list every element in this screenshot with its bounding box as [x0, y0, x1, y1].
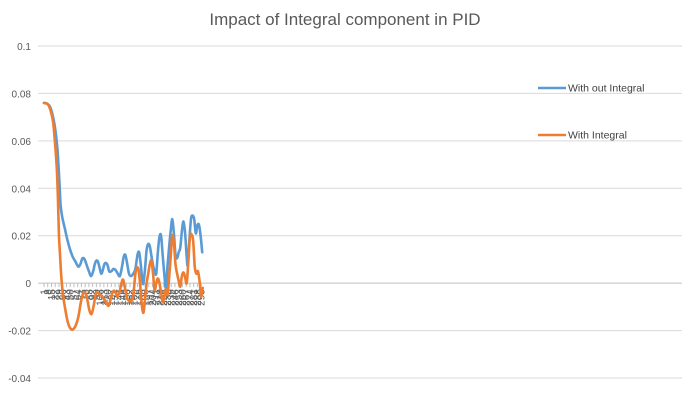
x-tick-label: 92	[88, 289, 99, 301]
x-tick-label: 162	[126, 289, 137, 306]
x-tick-label: 106	[96, 289, 107, 306]
y-tick-label: 0.02	[12, 232, 32, 243]
y-tick-label: 0.1	[17, 42, 31, 53]
y-tick-label: -0.04	[8, 374, 31, 385]
x-tick-label: 281	[189, 289, 200, 306]
x-tick-label: 169	[129, 289, 140, 306]
x-tick-label: 197	[144, 289, 155, 306]
chart-title: Impact of Integral component in PID	[209, 10, 480, 29]
y-tick-label: -0.02	[8, 327, 31, 338]
x-tick-label: 57	[69, 289, 80, 301]
y-axis-ticks: 0.1 0.08 0.06 0.04 0.02 0 -0.02 -0.04	[8, 42, 31, 385]
x-tick-label: 113	[99, 289, 110, 305]
x-tick-label: 50	[66, 289, 77, 301]
x-tick-label: 239	[167, 289, 178, 306]
x-tick-label: 134	[111, 289, 122, 306]
x-tick-label: 176	[133, 289, 144, 306]
legend: With out Integral With Integral	[538, 83, 644, 142]
y-tick-label: 0.06	[12, 137, 32, 148]
series-line-without-integral	[42, 101, 204, 290]
y-tick-label: 0	[25, 279, 31, 290]
x-tick-label: 267	[182, 289, 193, 306]
x-tick-label: 232	[163, 289, 174, 306]
x-tick-label: 246	[170, 289, 181, 306]
legend-label: With Integral	[568, 130, 627, 142]
x-tick-label: 99	[92, 289, 103, 301]
x-tick-label: 148	[118, 289, 129, 306]
x-tick-label: 253	[174, 289, 185, 306]
x-tick-label: 1	[40, 289, 51, 295]
x-tick-label: 29	[54, 289, 65, 301]
x-tick-label: 120	[103, 289, 114, 306]
x-tick-label: 274	[185, 289, 196, 306]
x-tick-label: 288	[193, 289, 204, 306]
legend-label: With out Integral	[568, 83, 644, 95]
x-tick-label: 141	[114, 289, 125, 306]
x-tick-label: 22	[51, 289, 62, 301]
y-tick-label: 0.08	[12, 89, 32, 100]
y-tick-label: 0.04	[12, 184, 32, 195]
x-tick-label: 85	[84, 289, 95, 301]
x-tick-label: 260	[178, 289, 189, 306]
series-line-with-integral	[42, 101, 205, 331]
series-lines	[42, 101, 205, 331]
x-tick-label: 43	[62, 289, 73, 301]
x-tick-label: 15	[47, 289, 58, 301]
x-tick-label: 64	[73, 289, 84, 301]
gridlines	[38, 45, 682, 379]
x-tick-label: 211	[152, 289, 163, 305]
x-tick-label: 8	[43, 289, 54, 295]
x-tick-label: 204	[148, 289, 159, 306]
